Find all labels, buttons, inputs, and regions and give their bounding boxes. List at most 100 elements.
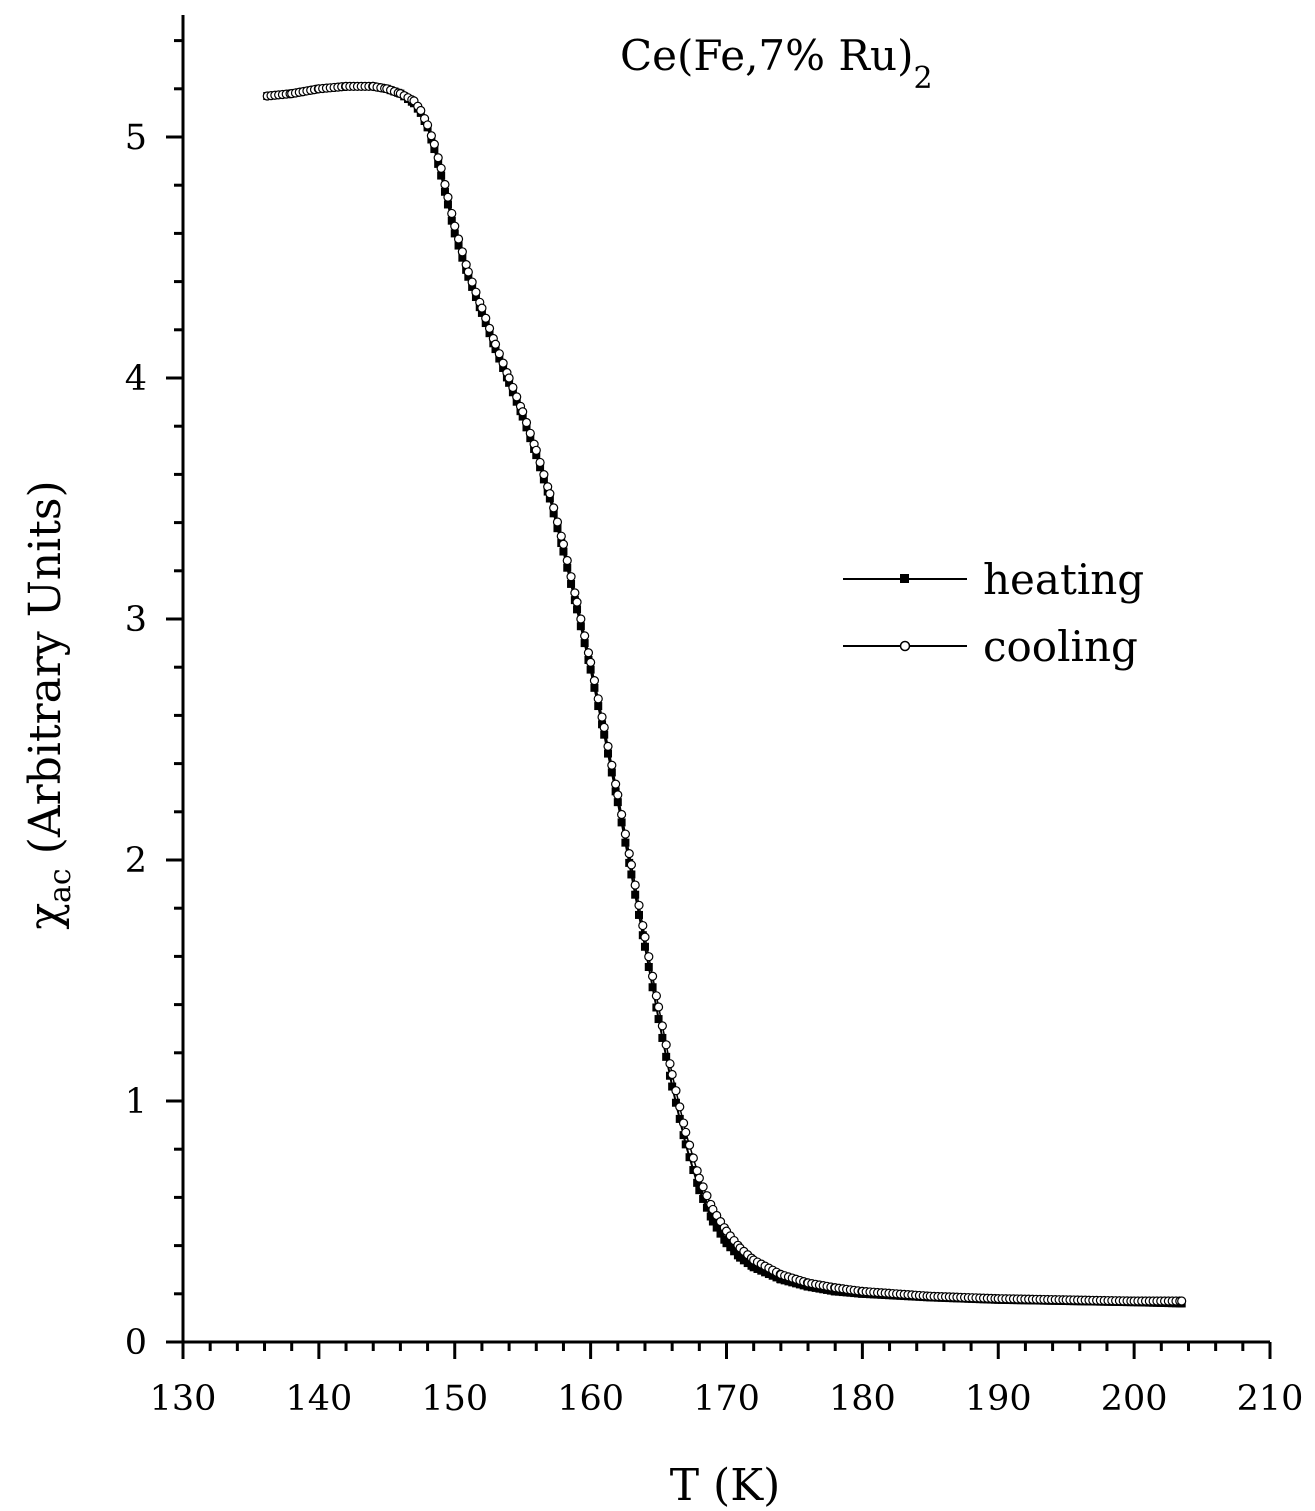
cooling-point [589, 675, 600, 686]
heating-point [640, 942, 649, 951]
chart-title: Ce(Fe,7% Ru)2 [620, 31, 933, 96]
y-tick-label: 4 [125, 359, 147, 399]
cooling-point [572, 597, 582, 607]
series-layer [262, 81, 1187, 1308]
cooling-point [426, 131, 436, 141]
cooling-point [570, 588, 580, 598]
cooling-point [580, 631, 590, 641]
cooling-point [613, 790, 623, 800]
cooling-point [556, 531, 566, 541]
heating-point [437, 171, 446, 180]
heating-point [468, 282, 477, 291]
cooling-point [694, 1173, 704, 1183]
cooling-point [416, 105, 426, 116]
heating-point [648, 983, 657, 992]
x-tick-label: 140 [285, 1379, 352, 1419]
cooling-point [620, 829, 631, 839]
cooling-point [675, 1102, 685, 1112]
heating-point [549, 509, 558, 518]
cooling-point [521, 417, 532, 428]
cooling-point [638, 920, 648, 931]
x-tick-label: 160 [557, 1379, 624, 1419]
cooling-point [647, 971, 658, 981]
heating-point [545, 494, 554, 503]
cooling-point [657, 1021, 667, 1031]
heating-point [536, 463, 545, 472]
cooling-point [566, 572, 576, 582]
heating-point [499, 363, 508, 372]
cooling-point [463, 267, 473, 277]
heating-point [539, 475, 548, 484]
legend-heating-label: heating [983, 555, 1144, 604]
heating-point [495, 354, 504, 363]
cooling-point [539, 469, 549, 480]
cooling-point [667, 1069, 677, 1080]
cooling-point [702, 1191, 712, 1201]
heating-point [699, 1194, 708, 1203]
cooling-point [525, 428, 535, 438]
heating-point [508, 388, 517, 397]
series-heating [263, 82, 1186, 1308]
y-tick-label: 5 [125, 118, 147, 158]
cooling-point [467, 277, 477, 287]
cooling-point [1177, 1296, 1187, 1306]
cooling-point [484, 323, 495, 333]
y-tick-label: 0 [125, 1323, 147, 1363]
cooling-point [457, 247, 467, 257]
heating-point [726, 1243, 735, 1252]
heating-point [702, 1203, 711, 1212]
cooling-point [661, 1040, 671, 1050]
cooling-point [549, 503, 559, 513]
ticks [166, 39, 1272, 1359]
x-tick-label: 150 [421, 1379, 488, 1419]
cooling-point [593, 694, 603, 704]
cooling-point [545, 489, 555, 499]
cooling-point [688, 1153, 698, 1163]
cooling-point [599, 722, 609, 733]
x-tick-label: 190 [965, 1379, 1032, 1419]
heating-point [491, 345, 500, 354]
heating-point [526, 434, 535, 443]
cooling-point [671, 1086, 681, 1096]
cooling-point [558, 539, 569, 549]
cooling-point [443, 192, 453, 202]
heating-point [644, 963, 653, 972]
heating-point [430, 145, 439, 154]
cooling-point [535, 457, 545, 468]
cooling-point [440, 179, 450, 190]
y-axis-title: χac (Arbitrary Units) [20, 480, 78, 929]
heating-point [447, 216, 456, 225]
heating-point [573, 605, 582, 614]
heating-point [594, 702, 603, 711]
cooling-point [678, 1118, 689, 1128]
y-tick-label: 3 [125, 600, 147, 640]
heating-point [434, 159, 443, 168]
cooling-point [494, 349, 504, 359]
cooling-point [651, 991, 661, 1001]
heating-point [563, 563, 572, 572]
heating-point [481, 319, 490, 328]
heating-point [576, 622, 585, 631]
cooling-point [433, 153, 443, 163]
cooling-point [436, 163, 446, 173]
heating-point [668, 1082, 677, 1091]
cooling-point [422, 120, 433, 130]
cooling-point [447, 208, 457, 219]
cooling-point [630, 880, 640, 890]
legend-cooling-label: cooling [983, 622, 1138, 671]
cooling-point [634, 900, 644, 910]
x-tick-label: 200 [1101, 1379, 1168, 1419]
heating-point [722, 1239, 731, 1248]
series-cooling [262, 81, 1187, 1306]
heating-point [708, 1217, 717, 1226]
heating-point [730, 1247, 739, 1256]
cooling-point [653, 1002, 664, 1012]
y-tick-label: 1 [125, 1082, 147, 1122]
heating-point [631, 890, 640, 899]
heating-point [621, 838, 630, 847]
cooling-point [498, 358, 508, 368]
heating-point [553, 524, 562, 533]
heating-point [458, 253, 467, 262]
cooling-point [576, 614, 586, 624]
